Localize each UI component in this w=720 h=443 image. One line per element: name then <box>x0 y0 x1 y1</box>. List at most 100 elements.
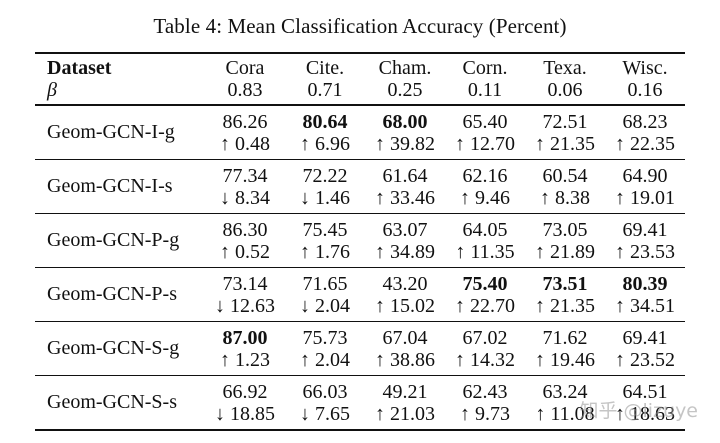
accuracy-cell: 64.05 ↑ 11.35 <box>445 214 525 268</box>
accuracy-delta: ↑ 22.35 <box>615 132 675 155</box>
accuracy-value: 60.54 <box>542 164 588 187</box>
table-body: Geom-GCN-I-g 86.26 ↑ 0.48 80.64 ↑ 6.96 68.00 ↑… <box>35 105 685 430</box>
method-name: Geom-GCN-I-s <box>47 175 173 197</box>
accuracy-delta: ↑ 19.46 <box>535 348 595 371</box>
accuracy-value: 68.23 <box>622 110 668 133</box>
accuracy-value: 75.45 <box>302 218 348 241</box>
results-table: Dataset β Cora 0.83 Cite. 0.71 Cham. 0.25 C… <box>35 52 685 431</box>
accuracy-delta: ↑ 21.35 <box>535 294 595 317</box>
table-row: Geom-GCN-I-s 77.34 ↓ 8.34 72.22 ↓ 1.46 61.64 ↑… <box>35 159 685 214</box>
accuracy-cell: 69.41 ↑ 23.53 <box>605 214 685 268</box>
accuracy-cell: 43.20 ↑ 15.02 <box>365 268 445 322</box>
accuracy-value: 86.26 <box>222 110 268 133</box>
accuracy-cell: 67.04 ↑ 38.86 <box>365 322 445 376</box>
accuracy-delta: ↓ 8.34 <box>220 186 270 209</box>
accuracy-cell: 77.34 ↓ 8.34 <box>205 160 285 214</box>
accuracy-delta: ↑ 12.70 <box>455 132 515 155</box>
accuracy-cell: 49.21 ↑ 21.03 <box>365 376 445 431</box>
accuracy-cell: 62.43 ↑ 9.73 <box>445 376 525 431</box>
accuracy-cell: 65.40 ↑ 12.70 <box>445 105 525 160</box>
header-cell: Wisc. 0.16 <box>605 53 685 105</box>
accuracy-cell: 67.02 ↑ 14.32 <box>445 322 525 376</box>
column-beta: 0.06 <box>547 79 583 101</box>
accuracy-value: 62.43 <box>462 380 508 403</box>
accuracy-delta: ↑ 23.52 <box>615 348 675 371</box>
results-table-container: Dataset β Cora 0.83 Cite. 0.71 Cham. 0.25 C… <box>35 52 685 431</box>
header-cell: Texa. 0.06 <box>525 53 605 105</box>
accuracy-delta: ↑ 19.01 <box>615 186 675 209</box>
header-cell: Corn. 0.11 <box>445 53 525 105</box>
accuracy-delta: ↓ 12.63 <box>215 294 275 317</box>
column-beta: 0.11 <box>467 79 503 101</box>
header-cell: Cite. 0.71 <box>285 53 365 105</box>
method-name: Geom-GCN-S-g <box>47 337 180 359</box>
accuracy-cell: 66.03 ↓ 7.65 <box>285 376 365 431</box>
accuracy-value: 65.40 <box>462 110 508 133</box>
column-beta: 0.16 <box>627 79 663 101</box>
column-name: Cora <box>225 57 265 79</box>
method-name: Geom-GCN-P-g <box>47 229 180 251</box>
accuracy-delta: ↑ 1.76 <box>300 240 350 263</box>
accuracy-value: 66.03 <box>302 380 348 403</box>
accuracy-delta: ↑ 15.02 <box>375 294 435 317</box>
header-cell: Cora 0.83 <box>205 53 285 105</box>
column-beta: 0.83 <box>227 79 263 101</box>
accuracy-cell: 64.51 ↑ 18.63 <box>605 376 685 431</box>
column-name: Texa. <box>543 57 587 79</box>
accuracy-delta: ↑ 9.46 <box>460 186 510 209</box>
accuracy-value: 67.02 <box>462 326 508 349</box>
accuracy-cell: 80.39 ↑ 34.51 <box>605 268 685 322</box>
accuracy-value: 64.05 <box>462 218 508 241</box>
accuracy-cell: 86.30 ↑ 0.52 <box>205 214 285 268</box>
accuracy-cell: 71.65 ↓ 2.04 <box>285 268 365 322</box>
accuracy-value: 75.40 <box>462 272 508 295</box>
accuracy-value: 72.22 <box>302 164 348 187</box>
accuracy-delta: ↑ 11.08 <box>535 402 595 425</box>
accuracy-value: 68.00 <box>382 110 428 133</box>
method-name: Geom-GCN-S-s <box>47 391 177 413</box>
accuracy-delta: ↑ 39.82 <box>375 132 435 155</box>
accuracy-cell: 63.07 ↑ 34.89 <box>365 214 445 268</box>
accuracy-delta: ↑ 1.23 <box>220 348 270 371</box>
accuracy-value: 75.73 <box>302 326 348 349</box>
accuracy-value: 69.41 <box>622 218 668 241</box>
accuracy-cell: 71.62 ↑ 19.46 <box>525 322 605 376</box>
column-name: Corn. <box>462 57 508 79</box>
column-beta: 0.71 <box>307 79 343 101</box>
accuracy-delta: ↑ 34.51 <box>615 294 675 317</box>
accuracy-value: 80.64 <box>302 110 348 133</box>
accuracy-delta: ↑ 21.03 <box>375 402 435 425</box>
accuracy-delta: ↑ 33.46 <box>375 186 435 209</box>
accuracy-delta: ↑ 0.52 <box>220 240 270 263</box>
accuracy-delta: ↑ 9.73 <box>460 402 510 425</box>
accuracy-delta: ↑ 34.89 <box>375 240 435 263</box>
accuracy-cell: 66.92 ↓ 18.85 <box>205 376 285 431</box>
dataset-label: Dataset <box>47 57 112 79</box>
column-beta: 0.25 <box>387 79 423 101</box>
accuracy-value: 73.14 <box>222 272 268 295</box>
accuracy-value: 64.51 <box>622 380 668 403</box>
method-name: Geom-GCN-P-s <box>47 283 177 305</box>
accuracy-value: 72.51 <box>542 110 588 133</box>
accuracy-delta: ↑ 14.32 <box>455 348 515 371</box>
accuracy-delta: ↑ 2.04 <box>300 348 350 371</box>
table-row: Geom-GCN-S-s 66.92 ↓ 18.85 66.03 ↓ 7.65 49.21… <box>35 375 685 431</box>
accuracy-cell: 73.51 ↑ 21.35 <box>525 268 605 322</box>
accuracy-cell: 75.45 ↑ 1.76 <box>285 214 365 268</box>
accuracy-cell: 73.14 ↓ 12.63 <box>205 268 285 322</box>
accuracy-delta: ↑ 23.53 <box>615 240 675 263</box>
accuracy-cell: 72.51 ↑ 21.35 <box>525 105 605 160</box>
accuracy-value: 66.92 <box>222 380 268 403</box>
accuracy-value: 64.90 <box>622 164 668 187</box>
accuracy-value: 67.04 <box>382 326 428 349</box>
accuracy-value: 71.62 <box>542 326 588 349</box>
beta-label: β <box>47 79 57 101</box>
accuracy-delta: ↑ 6.96 <box>300 132 350 155</box>
accuracy-cell: 63.24 ↑ 11.08 <box>525 376 605 431</box>
accuracy-cell: 60.54 ↑ 8.38 <box>525 160 605 214</box>
table-row: Geom-GCN-I-g 86.26 ↑ 0.48 80.64 ↑ 6.96 68.00 ↑… <box>35 105 685 160</box>
accuracy-cell: 75.73 ↑ 2.04 <box>285 322 365 376</box>
table-row: Geom-GCN-P-s 73.14 ↓ 12.63 71.65 ↓ 2.04 43.20… <box>35 267 685 322</box>
accuracy-cell: 61.64 ↑ 33.46 <box>365 160 445 214</box>
accuracy-value: 71.65 <box>302 272 348 295</box>
